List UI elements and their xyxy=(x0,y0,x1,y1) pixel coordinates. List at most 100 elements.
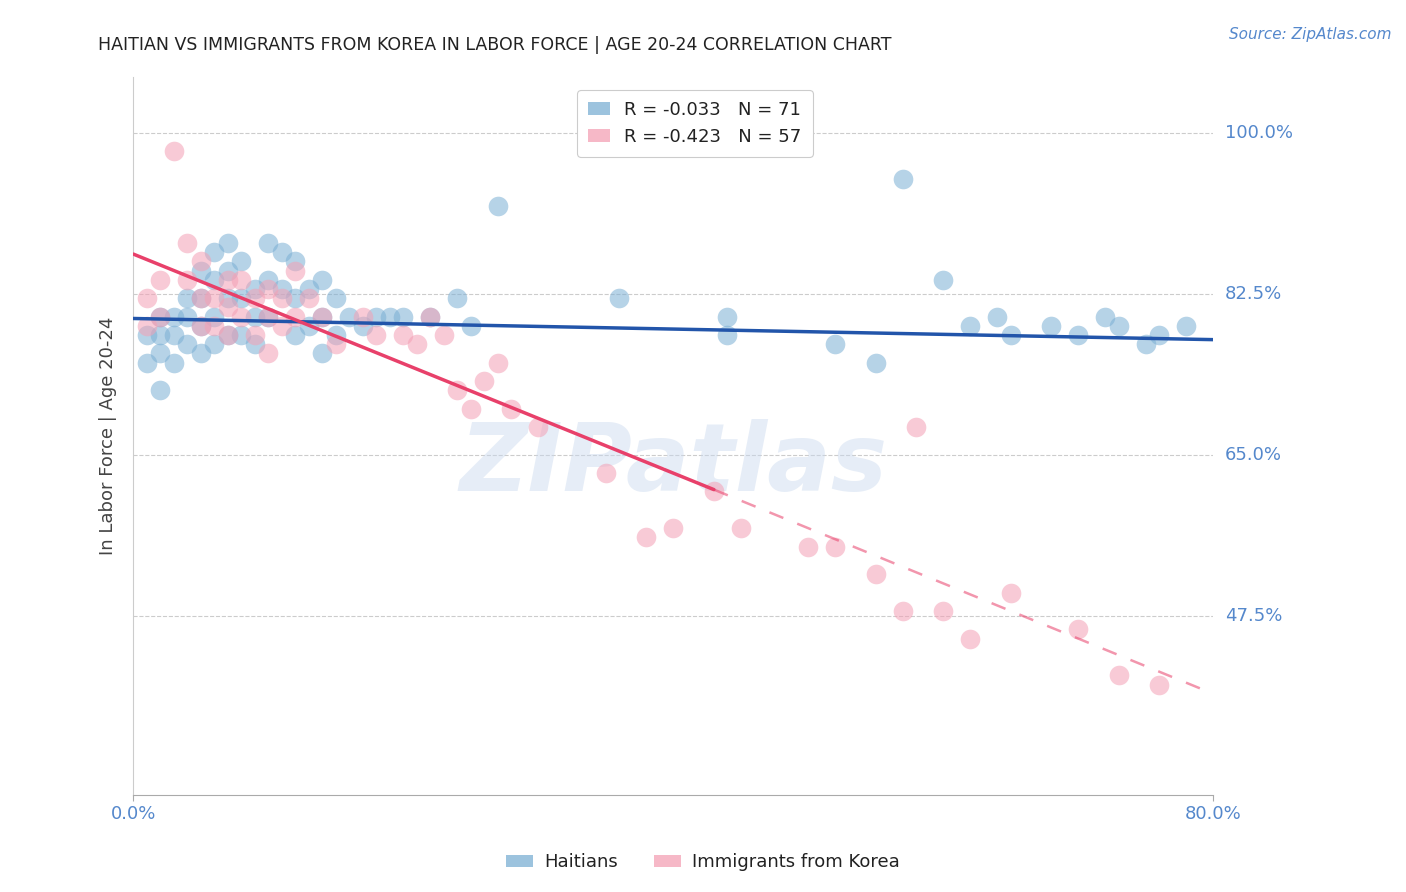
Point xyxy=(149,346,172,360)
Point xyxy=(176,310,198,324)
Point xyxy=(366,310,388,324)
Text: HAITIAN VS IMMIGRANTS FROM KOREA IN LABOR FORCE | AGE 20-24 CORRELATION CHART: HAITIAN VS IMMIGRANTS FROM KOREA IN LABO… xyxy=(98,36,891,54)
Point xyxy=(243,310,266,324)
Point xyxy=(662,521,685,535)
Point xyxy=(270,245,292,260)
Point xyxy=(716,310,738,324)
Text: ZIPatlas: ZIPatlas xyxy=(460,419,887,511)
Point xyxy=(311,346,333,360)
Point xyxy=(905,420,928,434)
Point xyxy=(366,328,388,343)
Point xyxy=(325,291,347,305)
Point xyxy=(202,273,225,287)
Point xyxy=(730,521,752,535)
Point xyxy=(270,282,292,296)
Point xyxy=(284,328,307,343)
Point xyxy=(703,484,725,499)
Point xyxy=(190,254,212,268)
Point xyxy=(217,328,239,343)
Point xyxy=(486,199,509,213)
Point xyxy=(190,291,212,305)
Point xyxy=(1108,668,1130,682)
Point xyxy=(176,273,198,287)
Text: 100.0%: 100.0% xyxy=(1225,124,1292,142)
Legend: R = -0.033   N = 71, R = -0.423   N = 57: R = -0.033 N = 71, R = -0.423 N = 57 xyxy=(578,90,813,157)
Point xyxy=(932,604,955,618)
Text: Source: ZipAtlas.com: Source: ZipAtlas.com xyxy=(1229,27,1392,42)
Point xyxy=(311,273,333,287)
Point xyxy=(486,356,509,370)
Point xyxy=(257,310,280,324)
Point xyxy=(243,291,266,305)
Point xyxy=(217,301,239,315)
Point xyxy=(298,318,321,333)
Point xyxy=(337,310,360,324)
Point xyxy=(190,263,212,277)
Point xyxy=(231,254,253,268)
Point xyxy=(217,328,239,343)
Point xyxy=(1149,678,1171,692)
Point xyxy=(217,235,239,250)
Point xyxy=(202,337,225,351)
Point xyxy=(163,310,186,324)
Point xyxy=(202,310,225,324)
Point xyxy=(460,401,482,416)
Point xyxy=(392,328,415,343)
Point xyxy=(163,328,186,343)
Point xyxy=(231,291,253,305)
Point xyxy=(190,318,212,333)
Point xyxy=(190,346,212,360)
Point xyxy=(284,291,307,305)
Point xyxy=(959,632,981,646)
Point xyxy=(243,337,266,351)
Point xyxy=(243,328,266,343)
Point xyxy=(231,310,253,324)
Point xyxy=(1067,623,1090,637)
Point xyxy=(135,356,157,370)
Point xyxy=(149,310,172,324)
Point xyxy=(716,328,738,343)
Point xyxy=(202,318,225,333)
Point xyxy=(419,310,441,324)
Point xyxy=(405,337,427,351)
Point xyxy=(636,531,658,545)
Point xyxy=(501,401,523,416)
Point xyxy=(284,310,307,324)
Point xyxy=(595,466,617,480)
Point xyxy=(135,318,157,333)
Point xyxy=(217,273,239,287)
Point xyxy=(1067,328,1090,343)
Point xyxy=(243,282,266,296)
Point xyxy=(474,374,496,388)
Point xyxy=(176,291,198,305)
Point xyxy=(1149,328,1171,343)
Point xyxy=(231,328,253,343)
Y-axis label: In Labor Force | Age 20-24: In Labor Force | Age 20-24 xyxy=(100,317,117,556)
Point xyxy=(392,310,415,324)
Point xyxy=(433,328,456,343)
Point xyxy=(325,337,347,351)
Text: 65.0%: 65.0% xyxy=(1225,446,1282,464)
Point xyxy=(609,291,631,305)
Text: 47.5%: 47.5% xyxy=(1225,607,1282,624)
Point xyxy=(419,310,441,324)
Point xyxy=(352,310,374,324)
Point xyxy=(149,384,172,398)
Point xyxy=(284,254,307,268)
Point xyxy=(865,356,887,370)
Point xyxy=(891,604,914,618)
Point xyxy=(824,540,846,554)
Point xyxy=(352,318,374,333)
Point xyxy=(257,273,280,287)
Point xyxy=(865,567,887,582)
Point xyxy=(986,310,1008,324)
Point xyxy=(378,310,401,324)
Point xyxy=(190,291,212,305)
Point xyxy=(298,291,321,305)
Point xyxy=(446,384,468,398)
Point xyxy=(217,263,239,277)
Text: 82.5%: 82.5% xyxy=(1225,285,1282,302)
Point xyxy=(149,273,172,287)
Point xyxy=(311,310,333,324)
Point xyxy=(257,310,280,324)
